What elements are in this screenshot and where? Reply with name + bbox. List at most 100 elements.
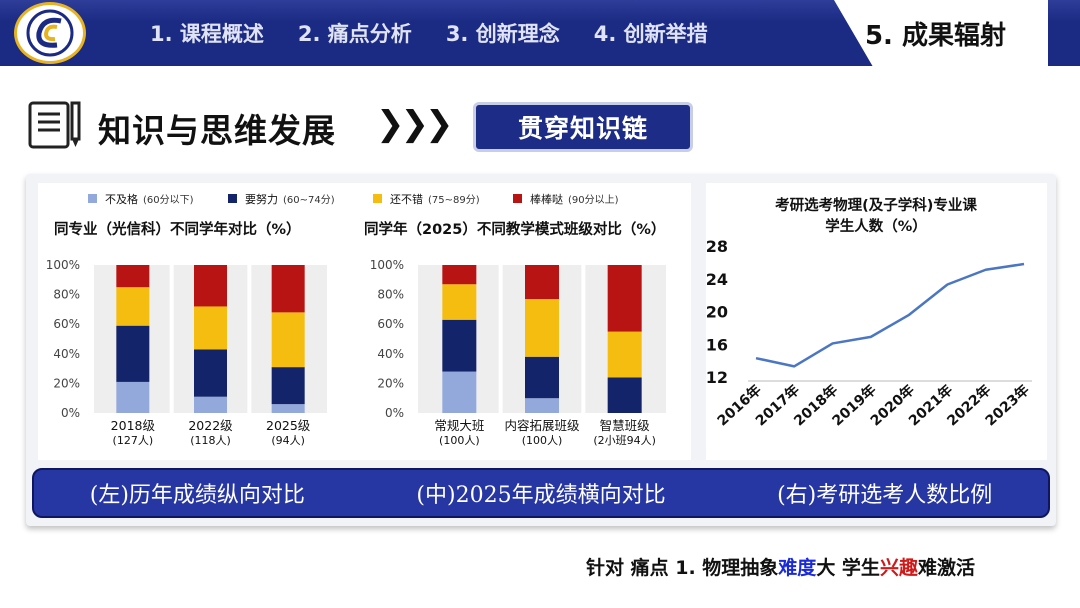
y-tick-label: 100% (46, 258, 80, 272)
exam-trend-svg: 考研选考物理(及子学科)专业课学生人数（%）12162024282016年201… (706, 196, 1033, 429)
legend-range: (75~89分) (428, 194, 480, 206)
y-tick-label: 24 (706, 270, 728, 289)
university-logo (14, 2, 86, 64)
y-tick-label: 40% (53, 347, 80, 361)
chart-title: 同学年（2025）不同教学模式班级对比（%） (364, 220, 665, 238)
legend-range: (60~74分) (283, 194, 335, 206)
header-shine (0, 0, 1080, 22)
column-separator (169, 265, 174, 413)
chart-title: 同专业（光信科）不同学年对比（%） (54, 220, 301, 238)
y-tick-label: 16 (706, 335, 728, 354)
nav-item-measures[interactable]: 4. 创新举措 (593, 22, 708, 46)
pain-point-footer: 针对 痛点 1. 物理抽象难度大 学生兴趣难激活 (586, 553, 975, 580)
y-tick-label: 20% (377, 376, 404, 390)
bar-segment (525, 356, 559, 399)
bar-segment (194, 396, 227, 413)
nav-active-label: 5. 成果辐射 (864, 20, 1006, 51)
bar-segment (194, 306, 227, 350)
legend-swatch (88, 194, 97, 203)
footer-prefix: 针对 痛点 1. 物理抽象 (586, 557, 779, 579)
legend-swatch (228, 194, 237, 203)
bar-segment (442, 319, 477, 372)
bar-segment (116, 381, 150, 413)
chart-title: 考研选考物理(及子学科)专业课 (775, 196, 977, 214)
x-category-label: 内容拓展班级 (504, 418, 580, 433)
nav-item-concept[interactable]: 3. 创新理念 (445, 22, 560, 46)
bar-segment (525, 265, 559, 300)
x-category-note: (118人) (190, 434, 231, 447)
legend-label: 棒棒哒 (530, 192, 563, 206)
x-category-label: 智慧班级 (600, 418, 651, 433)
notebook-pencil-icon (28, 101, 81, 149)
bar-segment (525, 299, 559, 357)
caption-middle: (中)2025年成绩横向对比 (416, 483, 666, 508)
y-tick-label: 0% (61, 406, 80, 420)
bar-segment (271, 367, 305, 405)
grade-charts-svg: 不及格 (60分以下) 要努力 (60~74分) 还不错 (75~89分) 棒棒哒 (90分以… (46, 192, 666, 447)
footer-middle: 大 学生 (816, 557, 880, 579)
y-tick-label: 20% (53, 376, 80, 390)
legend-range: (90分以上) (568, 194, 619, 206)
nav-item-pain-points[interactable]: 2. 痛点分析 (297, 22, 412, 46)
bar-segment (525, 398, 559, 413)
y-tick-label: 100% (370, 258, 404, 272)
exam-trend-card: 考研选考物理(及子学科)专业课 学生人数（%） 12 16 20 24 28 2016年 201… (706, 183, 1047, 460)
x-category-note: (100人) (439, 434, 480, 447)
y-tick-label: 40% (377, 347, 404, 361)
y-tick-label: 20 (706, 303, 728, 322)
y-tick-label: 80% (53, 288, 80, 302)
caption-right: (右)考研选考人数比例 (777, 483, 993, 508)
legend-swatch (513, 194, 522, 203)
x-category-note: (100人) (522, 434, 563, 447)
footer-difficulty: 难度 (778, 557, 817, 579)
knowledge-chain-label: 贯穿知识链 (517, 114, 648, 143)
bar-segment (116, 265, 150, 288)
triple-chevron-icon: ❯❯❯ (376, 104, 453, 144)
section-title: 知识与思维发展 (98, 111, 336, 150)
legend-label: 还不错 (390, 192, 423, 206)
caption-bar: (左)历年成绩纵向对比 (中)2025年成绩横向对比 (右)考研选考人数比例 (32, 468, 1050, 518)
bar-segment (442, 265, 477, 285)
y-tick-label: 0% (385, 406, 404, 420)
y-tick-label: 80% (377, 288, 404, 302)
x-category-note: (94人) (271, 434, 305, 447)
bar-segment (442, 284, 477, 320)
y-tick-label: 12 (706, 368, 728, 387)
bar-segment (271, 265, 305, 313)
y-tick-label: 28 (706, 237, 728, 256)
caption-left: (左)历年成绩纵向对比 (89, 483, 305, 508)
top-navigation-bar: 1. 课程概述 2. 痛点分析 3. 创新理念 4. 创新举措 5. 成果辐射 (0, 0, 1080, 66)
x-tick-label: 2023年 (982, 381, 1033, 429)
bar-segment (271, 404, 305, 413)
legend-label: 要努力 (245, 192, 278, 206)
footer-suffix: 难激活 (917, 557, 975, 579)
bar-segment (442, 371, 477, 413)
column-separator (247, 265, 252, 413)
column-separator (581, 265, 586, 413)
x-category-note: (2小班94人) (593, 434, 656, 447)
bar-segment (194, 349, 227, 397)
university-emblem-icon (26, 9, 74, 57)
footer-interest: 兴趣 (879, 557, 918, 579)
y-tick-label: 60% (53, 317, 80, 331)
bar-segment (116, 287, 150, 326)
y-tick-label: 60% (377, 317, 404, 331)
grade-comparison-card: 不及格 (60分以下) 要努力 (60~74分) 还不错 (75~89分) 棒棒哒 (90分以… (38, 183, 691, 460)
column-separator (498, 265, 503, 413)
legend-range: (60分以下) (143, 194, 194, 206)
nav-item-overview[interactable]: 1. 课程概述 (150, 22, 264, 46)
legend-swatch (373, 194, 382, 203)
bar-segment (116, 325, 150, 382)
bar-segment (607, 265, 642, 332)
x-category-label: 2025级 (266, 418, 311, 433)
trend-line (755, 262, 1025, 368)
nav-item-results-active[interactable]: 5. 成果辐射 (834, 0, 1048, 66)
x-category-label: 2022级 (188, 418, 233, 433)
bar-segment (607, 331, 642, 378)
bar-segment (271, 312, 305, 368)
x-category-note: (127人) (113, 434, 154, 447)
nav-menu: 1. 课程概述 2. 痛点分析 3. 创新理念 4. 创新举措 (150, 0, 742, 66)
x-category-label: 2018级 (111, 418, 156, 433)
knowledge-chain-button[interactable]: 贯穿知识链 (473, 102, 693, 152)
legend-label: 不及格 (105, 192, 138, 206)
